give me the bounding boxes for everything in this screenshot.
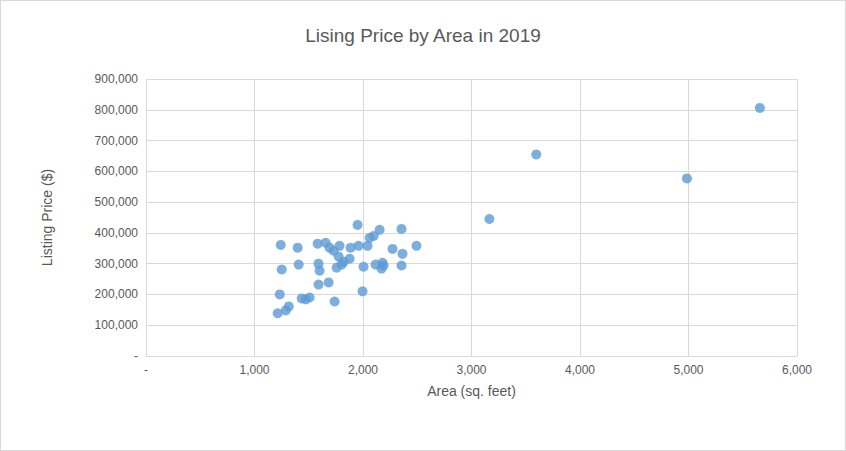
svg-text:-: -: [134, 349, 138, 363]
svg-text:3,000: 3,000: [456, 363, 486, 377]
svg-text:Listing Price ($): Listing Price ($): [39, 169, 55, 266]
svg-text:300,000: 300,000: [95, 257, 139, 271]
svg-text:700,000: 700,000: [95, 134, 139, 148]
svg-text:6,000: 6,000: [782, 363, 812, 377]
svg-text:200,000: 200,000: [95, 287, 139, 301]
svg-text:100,000: 100,000: [95, 318, 139, 332]
svg-text:-: -: [144, 363, 148, 377]
svg-text:5,000: 5,000: [673, 363, 703, 377]
svg-text:400,000: 400,000: [95, 226, 139, 240]
svg-text:4,000: 4,000: [565, 363, 595, 377]
svg-text:Lising Price by Area in 2019: Lising Price by Area in 2019: [305, 25, 541, 46]
svg-text:800,000: 800,000: [95, 103, 139, 117]
svg-text:1,000: 1,000: [239, 363, 269, 377]
svg-text:Area (sq. feet): Area (sq. feet): [427, 383, 516, 399]
svg-text:600,000: 600,000: [95, 164, 139, 178]
svg-text:500,000: 500,000: [95, 195, 139, 209]
svg-text:2,000: 2,000: [348, 363, 378, 377]
svg-text:900,000: 900,000: [95, 72, 139, 86]
